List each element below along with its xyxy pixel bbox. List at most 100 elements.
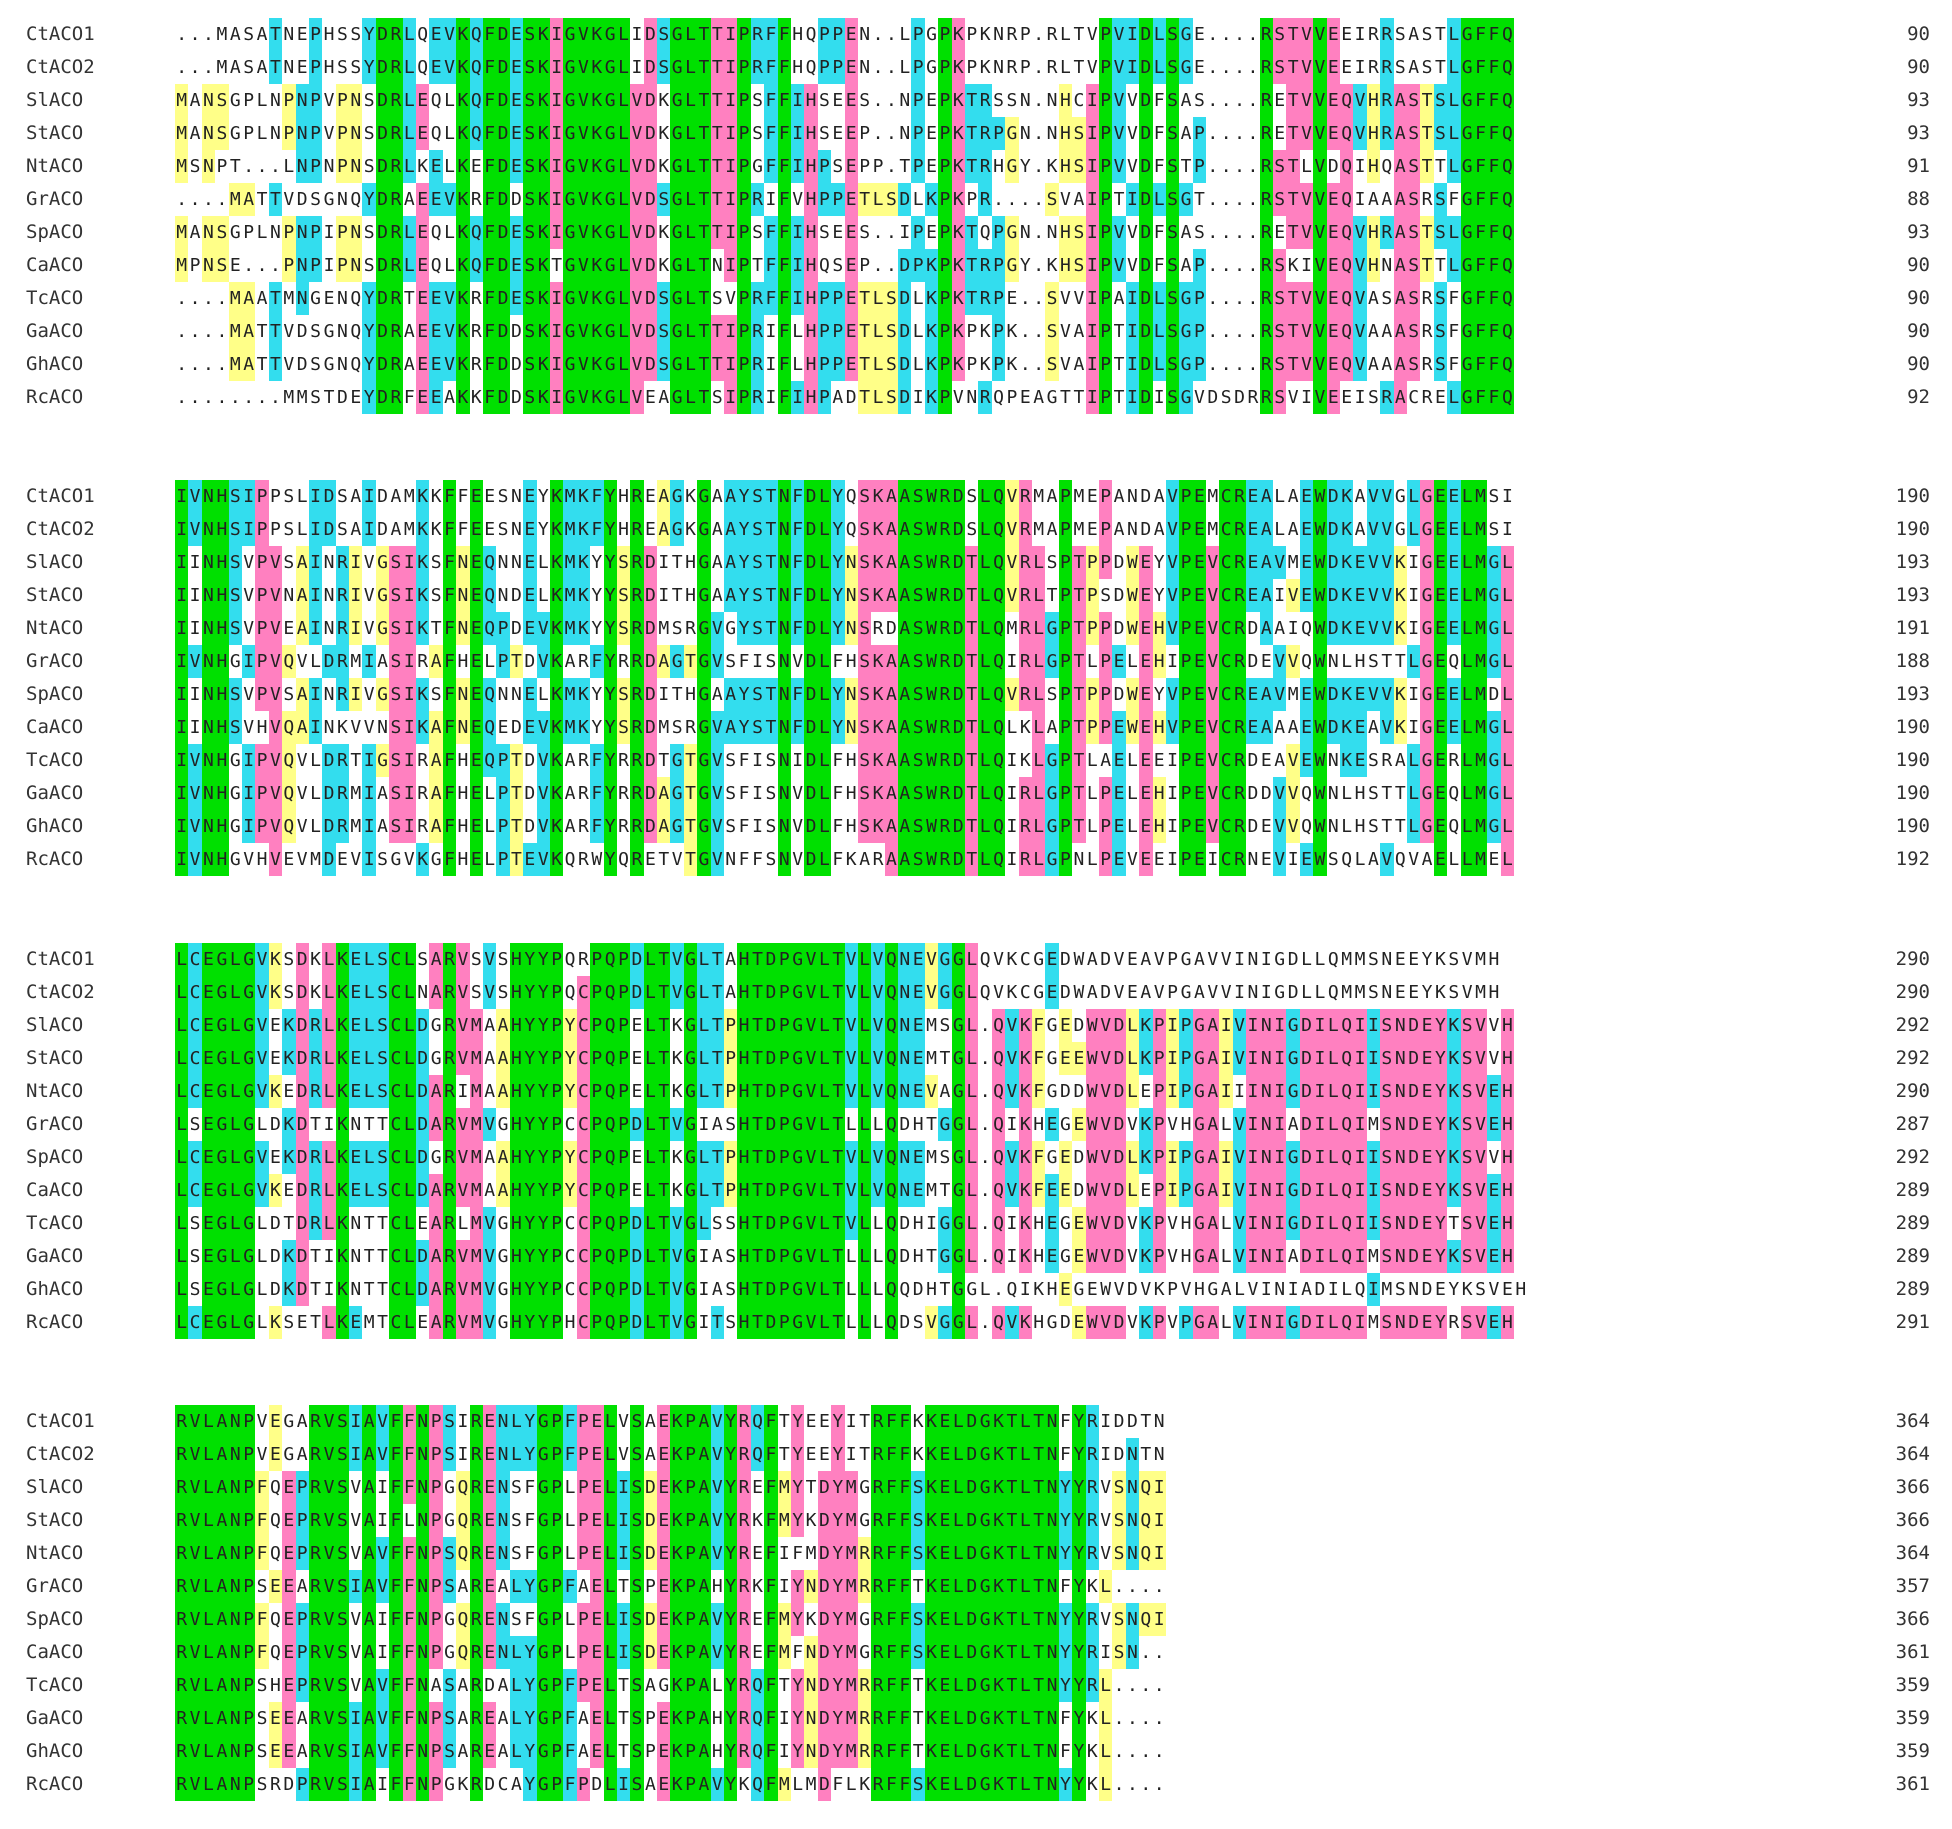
residue: L xyxy=(603,1537,617,1570)
residue: C xyxy=(188,1009,202,1042)
residue: L xyxy=(978,480,992,513)
residue: N xyxy=(228,1636,242,1669)
residue: A xyxy=(403,321,415,342)
residue: R xyxy=(335,645,350,678)
residue: F xyxy=(442,579,457,612)
residue: . xyxy=(1220,90,1232,111)
residue: K xyxy=(1153,1279,1165,1300)
residue: M xyxy=(1073,519,1085,540)
residue: K xyxy=(590,117,604,150)
residue: P xyxy=(724,1141,738,1174)
residue: A xyxy=(1368,288,1379,309)
residue: W xyxy=(1085,1141,1099,1174)
position-number: 289 xyxy=(1895,1179,1930,1201)
residue: W xyxy=(1125,546,1140,579)
residue: R xyxy=(685,717,696,738)
residue: S xyxy=(189,156,201,177)
residue: Q xyxy=(482,612,497,645)
residue: P xyxy=(549,1504,564,1537)
residue: K xyxy=(335,1141,350,1174)
position-number: 190 xyxy=(1895,518,1930,540)
residue: G xyxy=(790,1042,805,1075)
residue: . xyxy=(216,189,228,210)
residue: V xyxy=(363,618,375,639)
residue: P xyxy=(335,249,350,282)
residue: F xyxy=(777,150,791,183)
residue: S xyxy=(335,1636,350,1669)
residue: N xyxy=(323,552,335,573)
residue: K xyxy=(752,1576,763,1597)
residue: T xyxy=(657,1174,671,1207)
residue: K xyxy=(924,1603,939,1636)
residue: E xyxy=(482,1438,497,1471)
residue: F xyxy=(442,843,457,876)
residue: N xyxy=(496,1537,510,1570)
sequence-name: CtACO1 xyxy=(26,485,95,507)
residue: E xyxy=(1326,282,1340,315)
residue: Q xyxy=(564,949,576,970)
residue: A xyxy=(377,816,388,837)
residue: E xyxy=(1487,1207,1501,1240)
residue: G xyxy=(670,150,684,183)
residue: E xyxy=(1433,711,1448,744)
residue: H xyxy=(509,976,524,1009)
residue: S xyxy=(243,24,255,45)
residue: T xyxy=(899,156,911,177)
residue: K xyxy=(670,1768,684,1801)
residue: L xyxy=(792,354,804,375)
residue: G xyxy=(603,150,617,183)
residue: C xyxy=(188,1306,202,1339)
residue: S xyxy=(725,783,737,804)
residue: D xyxy=(965,1570,979,1603)
residue: V xyxy=(576,381,591,414)
alignment-block: CtACO1... M A S A T N E P H S S Y D R L Q E V K Q F D E S K I G V K G L… xyxy=(0,18,1952,414)
residue: P xyxy=(429,1702,443,1735)
residue: D xyxy=(1073,1015,1085,1036)
residue: Y xyxy=(1058,1768,1073,1801)
residue: L xyxy=(899,24,911,45)
residue: R xyxy=(1421,354,1433,375)
residue: P xyxy=(991,282,1006,315)
residue: G xyxy=(563,84,577,117)
residue: F xyxy=(1473,84,1488,117)
residue: K xyxy=(430,486,442,507)
residue: H xyxy=(685,684,696,705)
residue: L xyxy=(322,1207,336,1240)
residue: L xyxy=(817,1009,832,1042)
residue: K xyxy=(979,57,991,78)
residue: E xyxy=(201,943,216,976)
residue: S xyxy=(657,348,671,381)
residue: I xyxy=(1366,1207,1381,1240)
residue: Y xyxy=(563,1009,577,1042)
residue: G xyxy=(1274,982,1286,1003)
residue: F xyxy=(1473,18,1488,51)
position-number: 193 xyxy=(1895,551,1930,573)
residue: . xyxy=(885,90,897,111)
residue: D xyxy=(764,943,778,976)
residue: I xyxy=(549,183,564,216)
residue: L xyxy=(616,381,631,414)
residue: V xyxy=(1299,18,1314,51)
residue: V xyxy=(576,84,591,117)
residue: . xyxy=(189,321,201,342)
residue: L xyxy=(256,1279,268,1300)
residue: Y xyxy=(523,1768,537,1801)
residue: T xyxy=(710,315,725,348)
residue: T xyxy=(683,777,698,810)
residue: V xyxy=(871,943,885,976)
residue: K xyxy=(924,1438,939,1471)
residue: K xyxy=(1019,717,1031,738)
residue: . xyxy=(256,255,268,276)
residue: G xyxy=(563,51,577,84)
residue: R xyxy=(737,1504,751,1537)
residue: A xyxy=(1393,183,1407,216)
alignment-row: GaACO L S E G L G L D K D T I K N T T C L D A R V M V G H Y Y P C C P Q P D… xyxy=(0,1240,1952,1273)
residue: P xyxy=(308,117,323,150)
residue: F xyxy=(457,519,469,540)
residue: C xyxy=(576,976,591,1009)
residue: F xyxy=(764,1636,778,1669)
residue: A xyxy=(1180,123,1192,144)
residue: L xyxy=(362,1075,376,1108)
residue: P xyxy=(496,744,510,777)
